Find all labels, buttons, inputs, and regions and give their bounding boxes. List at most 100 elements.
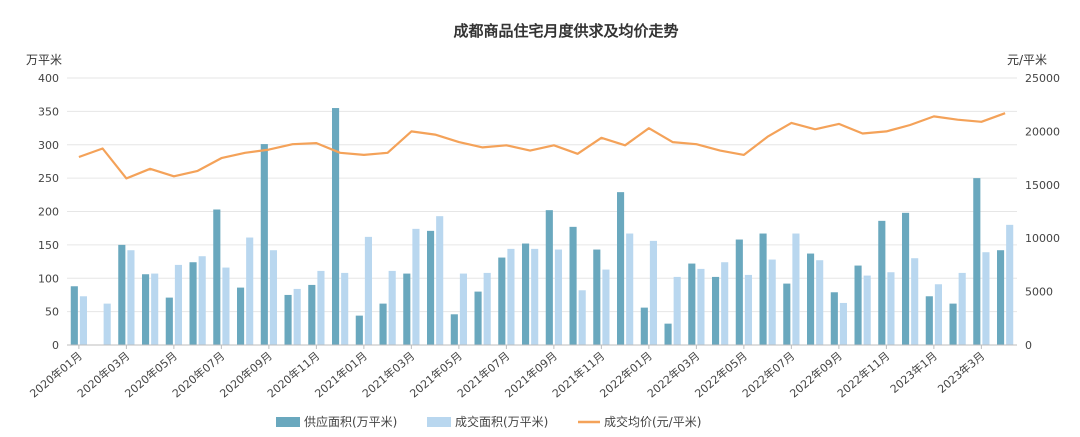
supply-bar xyxy=(973,178,981,345)
supply-bar xyxy=(450,314,458,345)
y-right-tick-label: 5000 xyxy=(1025,286,1053,299)
y-left-tick-label: 200 xyxy=(38,206,59,219)
supply-bar xyxy=(308,284,316,345)
deal-bar xyxy=(958,272,966,345)
supply-bar xyxy=(142,274,150,345)
supply-bar xyxy=(332,108,340,345)
deal-bar xyxy=(317,270,325,345)
supply-bar xyxy=(70,286,78,345)
legend-swatch-supply xyxy=(276,417,300,427)
deal-bar xyxy=(744,274,752,345)
supply-bar xyxy=(569,226,577,345)
line-series-group xyxy=(78,112,1006,180)
deal-bar xyxy=(602,269,610,345)
supply-bar xyxy=(759,233,767,345)
deal-bar xyxy=(246,237,254,345)
deal-bar xyxy=(911,258,919,345)
deal-bar xyxy=(341,272,349,345)
deal-bar xyxy=(531,248,539,345)
grid-lines xyxy=(67,77,1017,313)
legend-label-deal: 成交面积(万平米) xyxy=(455,414,548,429)
supply-bar xyxy=(902,212,910,345)
deal-bar xyxy=(79,296,87,345)
right-axis-unit: 元/平米 xyxy=(1007,53,1047,67)
supply-bar xyxy=(260,144,268,345)
legend-label-price: 成交均价(元/平米) xyxy=(604,414,701,429)
y-left-tick-label: 350 xyxy=(38,105,59,118)
supply-bar xyxy=(545,210,553,345)
supply-bar xyxy=(997,250,1005,345)
deal-bar xyxy=(768,259,776,345)
deal-bar xyxy=(151,273,159,345)
deal-bar xyxy=(934,284,942,345)
supply-bar xyxy=(617,192,625,345)
price-line xyxy=(78,112,1006,180)
deal-bar xyxy=(507,248,515,345)
y-left-tick-label: 100 xyxy=(38,272,59,285)
deal-bar xyxy=(863,275,871,345)
supply-bar xyxy=(213,209,221,345)
y-left-tick-label: 0 xyxy=(52,339,59,352)
supply-bar xyxy=(474,291,482,345)
deal-bar xyxy=(459,273,467,345)
supply-bar xyxy=(854,265,862,345)
left-axis-unit: 万平米 xyxy=(26,53,62,67)
supply-bar xyxy=(925,296,933,345)
deal-bar xyxy=(293,288,301,345)
x-tick-label: 2022年11月 xyxy=(834,349,892,401)
supply-bar xyxy=(498,257,506,345)
supply-bar xyxy=(735,239,743,345)
deal-bar xyxy=(697,268,705,345)
supply-bar xyxy=(664,323,672,345)
y-left-tick-label: 150 xyxy=(38,239,59,252)
legend: 供应面积(万平米) 成交面积(万平米) 成交均价(元/平米) xyxy=(276,414,701,429)
legend-swatch-deal xyxy=(427,417,451,427)
supply-bar xyxy=(284,294,292,345)
chart-title: 成都商品住宅月度供求及均价走势 xyxy=(453,22,678,40)
supply-bar xyxy=(189,262,197,345)
y-left-tick-label: 400 xyxy=(38,72,59,85)
deal-bar xyxy=(436,216,444,345)
deal-bar xyxy=(887,272,895,345)
supply-bar xyxy=(640,307,648,345)
supply-bar xyxy=(427,230,435,345)
bar-series-group xyxy=(70,108,1014,345)
deal-bar xyxy=(554,249,562,345)
deal-bar xyxy=(269,250,277,345)
x-tick-label: 2023年3月 xyxy=(935,349,988,396)
deal-bar xyxy=(174,264,182,345)
supply-bar xyxy=(807,253,815,345)
deal-bar xyxy=(578,290,586,345)
deal-bar xyxy=(364,236,372,345)
deal-bar xyxy=(388,270,396,345)
y-right-tick-label: 20000 xyxy=(1025,125,1060,138)
deal-bar xyxy=(198,256,206,345)
deal-bar xyxy=(982,252,990,345)
supply-bar xyxy=(522,243,530,345)
supply-bar xyxy=(379,303,387,345)
supply-bar xyxy=(783,283,791,345)
supply-bar xyxy=(593,249,601,345)
deal-bar xyxy=(649,240,657,345)
deal-bar xyxy=(792,233,800,345)
supply-bar xyxy=(878,220,886,345)
deal-bar xyxy=(626,233,634,345)
supply-bar xyxy=(355,315,363,345)
supply-bar xyxy=(688,263,696,345)
deal-bar xyxy=(673,276,681,345)
y-right-tick-label: 15000 xyxy=(1025,179,1060,192)
deal-bar xyxy=(839,302,847,345)
deal-bar xyxy=(721,262,729,345)
y-right-tick-label: 25000 xyxy=(1025,72,1060,85)
supply-bar xyxy=(237,287,245,345)
supply-bar xyxy=(403,273,411,345)
deal-bar xyxy=(412,228,420,345)
y-right-tick-label: 0 xyxy=(1025,339,1032,352)
y-left-tick-label: 250 xyxy=(38,172,59,185)
supply-bar xyxy=(712,276,720,345)
deal-bar xyxy=(127,250,135,345)
y-left-tick-label: 300 xyxy=(38,139,59,152)
y-left-tick-label: 50 xyxy=(45,306,59,319)
